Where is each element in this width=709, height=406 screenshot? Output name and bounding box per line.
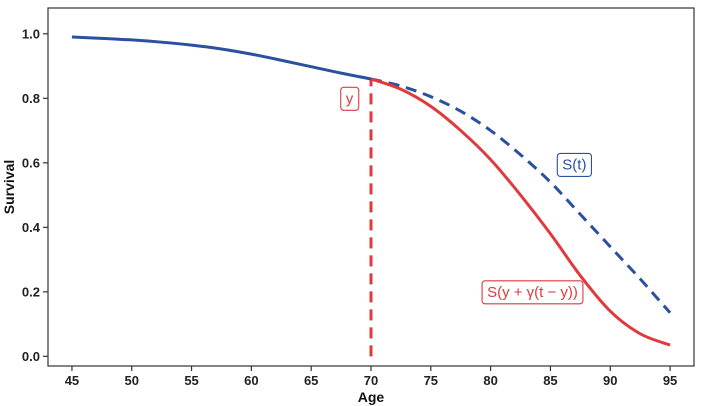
x-tick-label: 90	[603, 373, 617, 388]
y-label-text: y	[346, 90, 354, 107]
s-t-label: S(t)	[556, 152, 593, 177]
survival-s-t-line	[71, 35, 372, 81]
x-tick-label: 85	[543, 373, 557, 388]
x-axis-title: Age	[358, 389, 385, 405]
shifted-survival-label-text: S(y + γ(t − y))	[487, 284, 578, 301]
x-axis: 45 50 55 60 65 70 75 80 85 90 95	[65, 366, 677, 388]
shifted-survival-label: S(y + γ(t − y))	[481, 280, 584, 305]
x-tick-label: 50	[125, 373, 139, 388]
y-tick-label: 1.0	[22, 26, 40, 41]
y-tick-label: 0.2	[22, 284, 40, 299]
series-layer	[71, 35, 672, 357]
x-tick-label: 55	[184, 373, 198, 388]
s-t-label-text: S(t)	[562, 156, 586, 173]
survival-shifted-line	[370, 77, 671, 347]
y-axis-title: Survival	[1, 160, 17, 214]
y-tick-label: 0.0	[22, 349, 40, 364]
survival-s-t-dashed-line	[370, 77, 672, 314]
x-tick-label: 45	[65, 373, 79, 388]
y-axis: 0.0 0.2 0.4 0.6 0.8 1.0	[22, 26, 48, 364]
x-tick-label: 70	[364, 373, 378, 388]
y-tick-label: 0.8	[22, 91, 40, 106]
x-tick-label: 65	[304, 373, 318, 388]
x-tick-label: 80	[483, 373, 497, 388]
x-tick-label: 75	[424, 373, 438, 388]
y-label: y	[340, 86, 360, 111]
x-tick-label: 95	[663, 373, 677, 388]
x-tick-label: 60	[244, 373, 258, 388]
y-tick-label: 0.4	[22, 220, 41, 235]
annotation-layer: y S(t) S(y + γ(t − y))	[340, 86, 593, 305]
y-tick-label: 0.6	[22, 155, 40, 170]
